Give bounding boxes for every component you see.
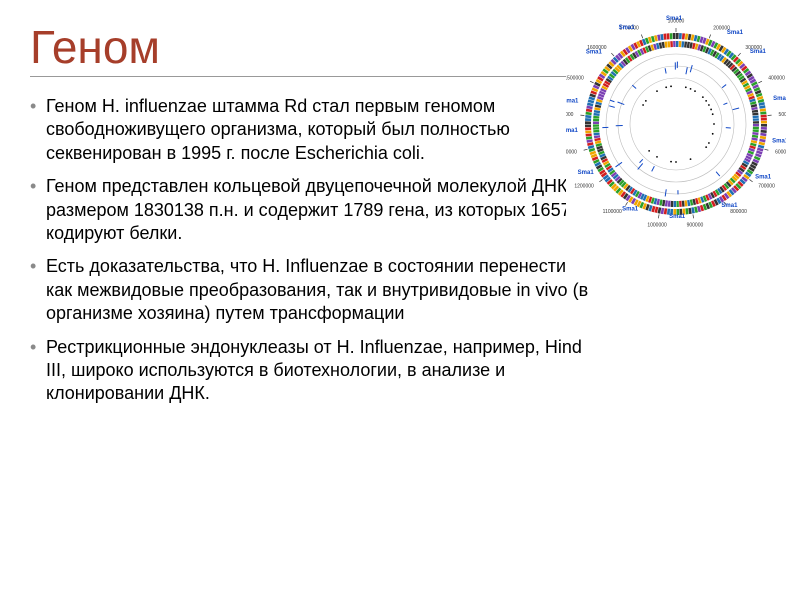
svg-text:Sma1: Sma1 [773, 96, 786, 102]
svg-text:Sma1: Sma1 [566, 99, 579, 105]
genome-map-icon: 1000002000003000004000005000006000007000… [566, 14, 786, 234]
svg-text:Sma1: Sma1 [755, 175, 772, 181]
svg-text:Sma1: Sma1 [727, 30, 744, 36]
list-item: Рестрикционные эндонуклеазы от H. Influe… [30, 336, 590, 406]
svg-text:600000: 600000 [775, 150, 786, 156]
svg-text:1000000: 1000000 [647, 223, 667, 229]
svg-text:1300000: 1300000 [566, 150, 577, 156]
svg-text:Sma1: Sma1 [666, 16, 683, 22]
genome-map-figure: 1000002000003000004000005000006000007000… [566, 14, 786, 234]
svg-text:Sma1: Sma1 [750, 49, 767, 55]
slide: Геном Геном H. influenzae штамма Rd стал… [0, 0, 800, 600]
svg-text:400000: 400000 [768, 75, 785, 81]
svg-text:800000: 800000 [730, 209, 747, 215]
bullet-list: Геном H. influenzae штамма Rd стал первы… [30, 95, 590, 406]
svg-text:1200000: 1200000 [574, 183, 594, 189]
svg-text:Sma1: Sma1 [586, 49, 603, 55]
list-item: Геном H. influenzae штамма Rd стал первы… [30, 95, 590, 165]
svg-text:1100000: 1100000 [603, 209, 622, 215]
svg-text:900000: 900000 [687, 223, 704, 229]
svg-text:Sma1: Sma1 [772, 139, 786, 145]
list-item: Есть доказательства, что H. Influenzae в… [30, 255, 590, 325]
svg-text:Sma1: Sma1 [622, 206, 639, 212]
svg-text:Sma1: Sma1 [669, 214, 686, 220]
svg-text:Sma1: Sma1 [721, 203, 738, 209]
content-area: Геном H. influenzae штамма Rd стал первы… [30, 95, 590, 406]
svg-text:Sma1: Sma1 [578, 170, 595, 176]
list-item: Геном представлен кольцевой двуцепочечно… [30, 175, 590, 245]
svg-text:Sma1: Sma1 [566, 128, 578, 134]
svg-text:700000: 700000 [758, 183, 775, 189]
svg-text:1500000: 1500000 [566, 75, 584, 81]
svg-text:500000: 500000 [779, 112, 786, 118]
svg-text:1400000: 1400000 [566, 112, 574, 118]
svg-text:Sma1: Sma1 [619, 25, 636, 31]
